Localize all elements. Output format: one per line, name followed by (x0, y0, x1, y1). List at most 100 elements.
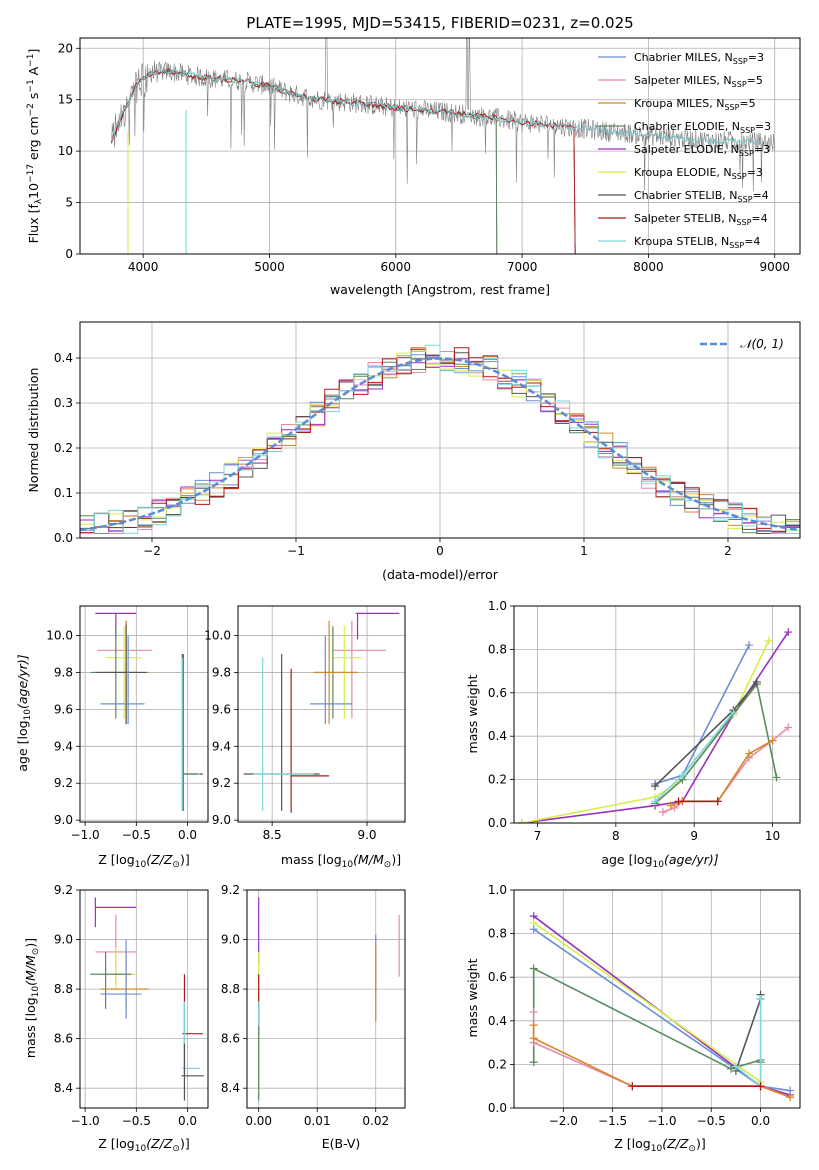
weight-age-panel: 7 8 9 10 0.0 0.2 0.4 0.6 0.8 1.0 age [log10(age/y… (465, 599, 801, 870)
x-tick-label: 8.5 (263, 828, 282, 842)
legend-label-2: Kroupa MILES, NSSP=5 (634, 97, 756, 112)
weight-marker (786, 1093, 795, 1102)
model-spectrum-kroupa_miles (111, 67, 576, 254)
y-tick-label: 0.2 (488, 773, 507, 787)
gaussian-legend-label: 𝒩(0, 1) (740, 337, 784, 351)
model-spectrum-chabrier_miles (111, 67, 576, 254)
weight-marker (752, 677, 761, 686)
weight-marker (529, 1008, 538, 1017)
weight-metallicity-panel: −2.0 −1.5 −1.0 −0.5 0.0 0.0 0.2 0.4 0.6 0.8 1.0 Z … (465, 883, 801, 1154)
axes-frame (246, 889, 406, 1109)
weight-metallicity-ylabel: mass weight (465, 958, 480, 1037)
x-tick-label: −1.0 (71, 828, 100, 842)
plot-area (111, 38, 775, 254)
weight-marker (768, 736, 777, 745)
x-tick-label: −1.0 (647, 1114, 676, 1128)
y-tick-label: 9.4 (54, 739, 73, 753)
y-tick-label: 0.3 (54, 396, 73, 410)
weight-marker (756, 1082, 765, 1091)
weight-age-xlabel: age [log10(age/yr)] (601, 852, 718, 870)
y-tick-label: 10.0 (204, 629, 231, 643)
weight-marker (529, 925, 538, 934)
axes-frame (79, 37, 801, 255)
weight-marker (772, 773, 781, 782)
weight-marker (678, 771, 687, 780)
model-spectrum-salpeter_miles (111, 67, 576, 254)
weight-marker (529, 1034, 538, 1043)
y-tick-label: 8.6 (54, 1032, 73, 1046)
residual-ylabel: Normed distribution (26, 368, 41, 493)
y-tick-label: 0.1 (54, 486, 73, 500)
grid (80, 606, 208, 822)
x-tick-label: 0.0 (178, 1114, 197, 1128)
age-mass-xlabel: mass [log10(M/M⊙)] (281, 852, 401, 870)
residual-panel: −2 −1 0 1 2 0.0 0.1 0.2 0.3 0.4 (data-model)/erro… (26, 321, 801, 582)
y-tick-label: 0.0 (488, 816, 507, 830)
grid (238, 606, 405, 822)
y-tick-label: 0.4 (488, 1014, 507, 1028)
y-tick-label: 8.6 (221, 1032, 240, 1046)
spectrum-panel: 4000 5000 6000 7000 8000 9000 0 5 10 15 20 wavelen… (26, 37, 801, 297)
y-tick-label: 5 (65, 196, 73, 210)
age-metallicity-plot: −1.0 −0.5 0.0 9.0 9.2 9.4 9.6 9.8 10.0 (46, 605, 209, 842)
y-tick-label: 9.2 (54, 776, 73, 790)
y-tick-label: 0.0 (488, 1101, 507, 1115)
x-tick-label: −2 (143, 544, 161, 558)
x-tick-label: 0.0 (178, 828, 197, 842)
y-tick-label: 0.8 (488, 927, 507, 941)
y-tick-label: 0.2 (488, 1057, 507, 1071)
x-tick-label: 9000 (759, 260, 790, 274)
mass-metallicity-panel: −1.0 −0.5 0.0 8.4 8.6 8.8 9.0 9.2 Z [log10(Z/Z⊙… (23, 883, 209, 1154)
x-tick-label: 1 (580, 544, 588, 558)
age-metallicity-xlabel: Z [log10(Z/Z⊙)] (98, 852, 189, 870)
y-tick-label: 9.8 (212, 665, 231, 679)
mass-extinction-xlabel: E(B-V) (322, 1136, 361, 1151)
x-tick-label: 6000 (381, 260, 412, 274)
weight-marker (658, 808, 667, 817)
plot-area (90, 897, 204, 1101)
x-tick-label: −2.0 (549, 1114, 578, 1128)
x-tick-label: 2 (724, 544, 732, 558)
x-tick-label: 10 (765, 829, 780, 843)
axes-frame (79, 889, 209, 1109)
y-tick-label: 0.0 (54, 531, 73, 545)
y-tick-label: 9.2 (212, 776, 231, 790)
grid (247, 889, 405, 1108)
x-tick-label: 7 (534, 829, 542, 843)
weight-marker (784, 628, 793, 637)
y-tick-label: 10 (58, 144, 73, 158)
weight-marker (745, 641, 754, 650)
y-tick-label: 0.2 (54, 441, 73, 455)
age-metallicity-panel: −1.0 −0.5 0.0 9.0 9.2 9.4 9.6 9.8 10.0 Z [log10(… (15, 605, 209, 870)
y-tick-label: 20 (58, 41, 73, 55)
y-tick-label: 9.6 (54, 702, 73, 716)
y-tick-label: 0.6 (488, 686, 507, 700)
age-mass-panel: 8.5 9.0 9.0 9.2 9.4 9.6 9.8 10.0 mass [log10(M/… (204, 605, 406, 870)
legend-entry-8: Kroupa STELIB, NSSP=4 (598, 235, 760, 250)
weight-marker (529, 964, 538, 973)
legend-entry-7: Salpeter STELIB, NSSP=4 (598, 212, 768, 227)
axes-frame (513, 889, 801, 1109)
weight-marker (674, 797, 683, 806)
plot-area (90, 612, 203, 811)
axes-frame (79, 605, 209, 823)
mass-metallicity-xlabel: Z [log10(Z/Z⊙)] (98, 1136, 189, 1154)
weight-line-kroupa_elodie (521, 640, 770, 823)
legend-label-8: Kroupa STELIB, NSSP=4 (634, 235, 760, 250)
weight-marker (764, 636, 773, 645)
weight-marker (666, 801, 675, 810)
spectrum-plot: 4000 5000 6000 7000 8000 9000 0 5 10 15 20 (58, 37, 801, 274)
weight-marker (731, 1062, 740, 1071)
weight-metallicity-plot: −2.0 −1.5 −1.0 −0.5 0.0 0.0 0.2 0.4 0.6 0.8 1.0 (488, 883, 801, 1128)
weight-marker (729, 708, 738, 717)
legend-label-1: Salpeter MILES, NSSP=5 (634, 74, 763, 89)
weight-marker (651, 782, 660, 791)
grid (514, 605, 800, 824)
y-tick-label: 8.4 (221, 1081, 240, 1095)
x-tick-label: 9 (690, 829, 698, 843)
x-tick-label: 8000 (633, 260, 664, 274)
weight-age-ylabel: mass weight (465, 674, 480, 753)
legend-label-7: Salpeter STELIB, NSSP=4 (634, 212, 768, 227)
mass-metallicity-plot: −1.0 −0.5 0.0 8.4 8.6 8.8 9.0 9.2 (54, 883, 209, 1128)
